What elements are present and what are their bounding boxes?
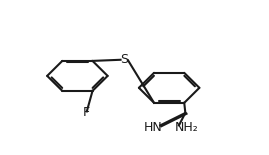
Text: F: F bbox=[83, 106, 90, 119]
Text: NH₂: NH₂ bbox=[175, 121, 199, 134]
Text: S: S bbox=[120, 53, 128, 66]
Text: HN: HN bbox=[144, 121, 163, 134]
